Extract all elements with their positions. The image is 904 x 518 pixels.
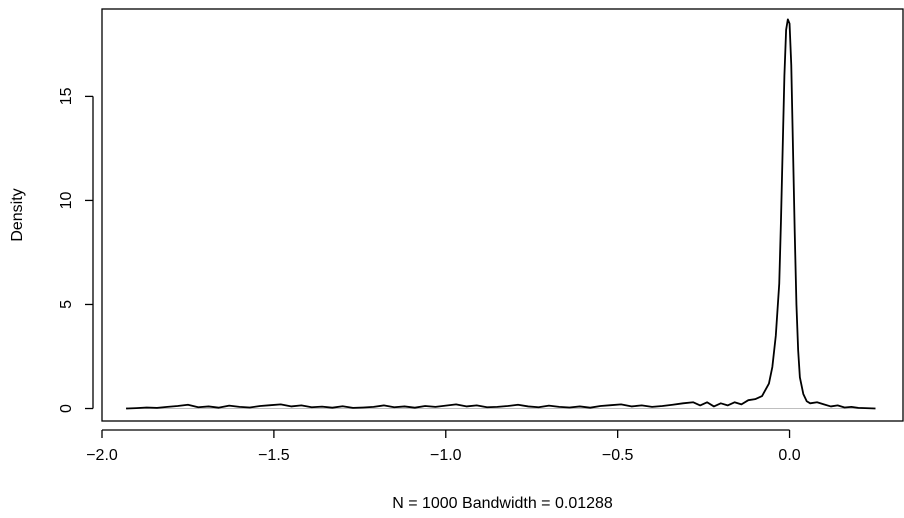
y-axis-title: Density — [9, 188, 26, 241]
x-tick-label: −2.0 — [86, 447, 118, 464]
x-tick-label: −1.5 — [258, 447, 290, 464]
plot-frame — [101, 8, 904, 422]
y-tick-label: 15 — [58, 87, 75, 105]
y-tick-label: 10 — [58, 191, 75, 209]
x-tick-label: 0.0 — [778, 447, 800, 464]
y-tick-label: 0 — [58, 404, 75, 413]
x-tick-label: −0.5 — [602, 447, 634, 464]
x-axis-title: N = 1000 Bandwidth = 0.01288 — [392, 495, 613, 512]
x-tick-label: −1.0 — [430, 447, 462, 464]
x-axis: −2.0 −1.5 −1.0 −0.5 0.0 — [86, 429, 801, 464]
y-axis: 0 5 10 15 — [58, 87, 94, 413]
y-tick-label: 5 — [58, 300, 75, 309]
density-curve — [126, 18, 876, 410]
